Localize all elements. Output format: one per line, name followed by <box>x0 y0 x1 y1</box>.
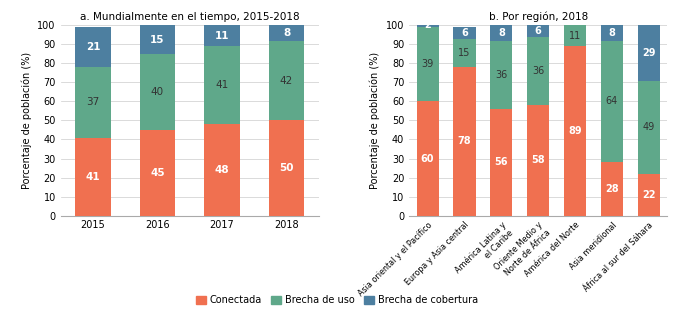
Bar <box>204 46 240 124</box>
Text: 6: 6 <box>535 26 542 36</box>
Bar <box>75 138 111 216</box>
Text: 28: 28 <box>605 184 619 194</box>
Text: 64: 64 <box>606 96 618 107</box>
Text: 36: 36 <box>532 66 545 76</box>
Text: 60: 60 <box>421 153 434 164</box>
Bar <box>601 41 623 162</box>
Text: 89: 89 <box>568 126 582 136</box>
Bar <box>601 162 623 216</box>
Text: 8: 8 <box>283 28 290 38</box>
Bar <box>417 101 439 216</box>
Bar <box>454 39 476 67</box>
Bar <box>638 25 660 81</box>
Y-axis label: Porcentaje de población (%): Porcentaje de población (%) <box>370 52 380 189</box>
Bar <box>140 54 175 130</box>
Bar <box>564 46 586 216</box>
Bar <box>140 130 175 216</box>
Y-axis label: Porcentaje de población (%): Porcentaje de población (%) <box>22 52 32 189</box>
Text: 45: 45 <box>150 168 164 178</box>
Text: 8: 8 <box>609 28 615 38</box>
Text: 39: 39 <box>421 59 433 69</box>
Title: a. Mundialmente en el tiempo, 2015-2018: a. Mundialmente en el tiempo, 2015-2018 <box>80 12 299 22</box>
Bar <box>204 124 240 216</box>
Bar <box>638 81 660 174</box>
Bar <box>601 25 623 41</box>
Title: b. Por región, 2018: b. Por región, 2018 <box>489 11 588 22</box>
Text: 8: 8 <box>498 28 505 38</box>
Text: 6: 6 <box>461 28 468 38</box>
Bar <box>564 25 586 46</box>
Text: 15: 15 <box>458 48 470 58</box>
Bar <box>417 27 439 101</box>
Text: 58: 58 <box>531 155 545 165</box>
Bar <box>490 109 512 216</box>
Bar <box>140 25 175 54</box>
Bar <box>204 25 240 46</box>
Text: 41: 41 <box>216 80 228 90</box>
Text: 29: 29 <box>642 48 656 58</box>
Text: 40: 40 <box>151 87 164 97</box>
Text: 49: 49 <box>643 122 655 132</box>
Legend: Conectada, Brecha de uso, Brecha de cobertura: Conectada, Brecha de uso, Brecha de cobe… <box>192 291 482 309</box>
Text: 15: 15 <box>150 35 164 45</box>
Text: 21: 21 <box>86 42 100 52</box>
Bar <box>454 27 476 39</box>
Text: 2: 2 <box>424 20 431 30</box>
Bar <box>638 174 660 216</box>
Text: 42: 42 <box>280 75 293 86</box>
Bar <box>269 25 304 41</box>
Bar <box>527 25 549 37</box>
Bar <box>75 67 111 138</box>
Bar <box>269 41 304 120</box>
Bar <box>527 37 549 105</box>
Text: 56: 56 <box>495 157 508 167</box>
Bar <box>269 120 304 216</box>
Text: 41: 41 <box>86 171 100 182</box>
Bar <box>490 25 512 41</box>
Text: 36: 36 <box>495 70 508 80</box>
Text: 48: 48 <box>215 165 229 175</box>
Bar <box>75 27 111 67</box>
Bar <box>417 23 439 27</box>
Bar <box>490 41 512 109</box>
Text: 11: 11 <box>569 31 581 41</box>
Bar <box>527 105 549 216</box>
Text: < 1: < 1 <box>0 316 1 317</box>
Bar <box>454 67 476 216</box>
Text: 11: 11 <box>215 31 229 41</box>
Text: 78: 78 <box>458 136 471 146</box>
Bar <box>564 23 586 25</box>
Text: 50: 50 <box>279 163 294 173</box>
Text: 37: 37 <box>86 97 100 107</box>
Text: 22: 22 <box>642 190 656 200</box>
